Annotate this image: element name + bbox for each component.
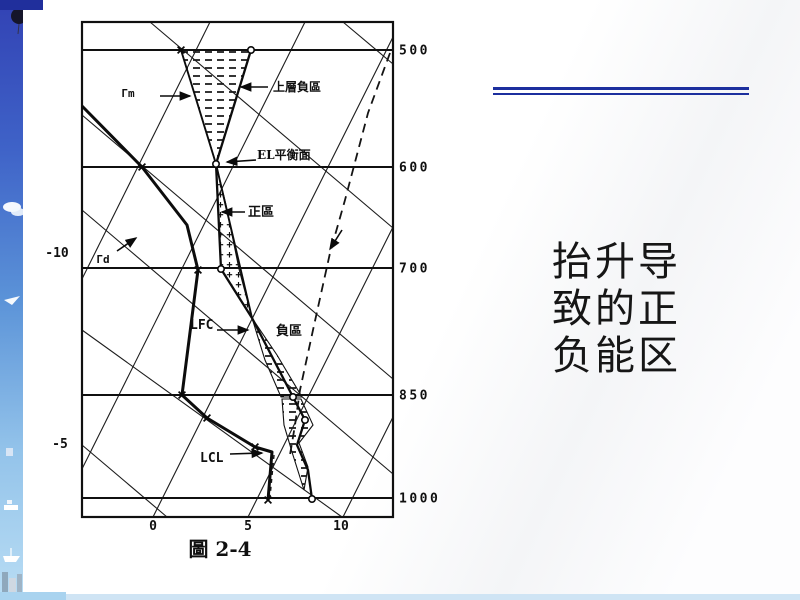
el-label: EL平衡面: [257, 147, 311, 162]
upper-negative-label: 上層負區: [273, 79, 321, 94]
ship-icon: [4, 505, 18, 510]
o-marker: [212, 160, 221, 169]
pressure-label: 500: [399, 44, 430, 59]
adiabat-line: [81, 444, 168, 518]
temp-axis-label: -10: [45, 246, 69, 261]
isotherm-line: [81, 21, 211, 280]
x-marker: [176, 45, 186, 55]
x-marker: [177, 390, 187, 400]
isotherm-line: [342, 416, 394, 518]
balloon-icon: [11, 8, 23, 24]
title-line-3: 负能区: [552, 333, 681, 378]
gamma-d-arrow: [116, 237, 138, 252]
x-marker: [137, 162, 147, 172]
pressure-label: 850: [399, 389, 430, 404]
plane-icon: [4, 296, 20, 305]
bottom-left-accent: [0, 592, 66, 600]
ship-cabin: [7, 500, 12, 504]
title-line-1: 抬升导: [552, 239, 681, 284]
title-divider: [493, 87, 749, 95]
lcl-drop-dashed: [269, 454, 275, 498]
o-marker: [307, 494, 316, 503]
o-marker: [288, 392, 297, 401]
building-icon: [17, 574, 22, 600]
temp-axis-label: 10: [333, 519, 349, 534]
tower-icon: [6, 448, 13, 456]
x-marker: [193, 265, 203, 275]
temp-axis-label: -5: [52, 437, 68, 452]
balloon-string: [17, 23, 20, 35]
lifted-path-dashed: [289, 52, 391, 456]
x-marker: [202, 413, 212, 423]
isotherm-line: [247, 226, 394, 518]
upper-negative-area: [180, 49, 252, 166]
sidebar-art: [0, 0, 23, 600]
negative-label: 負區: [276, 323, 302, 339]
o-marker: [247, 45, 256, 54]
el-arrow: [225, 156, 257, 167]
o-marker: [300, 415, 309, 424]
adiabat-line: [149, 21, 394, 229]
pressure-label: 700: [399, 262, 430, 277]
pressure-label: 1000: [399, 492, 440, 507]
adiabat-line: [81, 329, 343, 518]
pressure-label: 600: [399, 161, 430, 176]
figure-caption: 圖 2-4: [188, 537, 251, 561]
lcl-label: LCL: [200, 451, 224, 466]
top-left-accent-bar: [0, 0, 43, 10]
gamma-d-label: Γd: [96, 253, 109, 266]
gamma-m-label: Γm: [121, 87, 135, 100]
o-marker: [217, 264, 226, 273]
positive-label: 正區: [248, 205, 274, 220]
x-marker: [263, 495, 273, 505]
bottom-strip: [0, 594, 800, 600]
dashed-path-arrow: [329, 229, 343, 251]
adiabat-line: [81, 209, 394, 475]
boat-icon: [3, 556, 20, 562]
building-icon: [2, 572, 8, 600]
title-line-2: 致的正: [552, 286, 681, 331]
diagram-frame: [80, 20, 395, 519]
adiabat-line: [342, 21, 394, 65]
lfc-label: LFC: [190, 318, 213, 333]
lcl-arrow: [229, 448, 264, 459]
building-icon: [9, 578, 16, 600]
temp-axis-label: 5: [244, 519, 252, 534]
cloud-icon: [11, 208, 23, 216]
slide-title: 抬升导 致的正 负能区: [552, 238, 681, 379]
temp-axis-label: 0: [149, 519, 157, 534]
